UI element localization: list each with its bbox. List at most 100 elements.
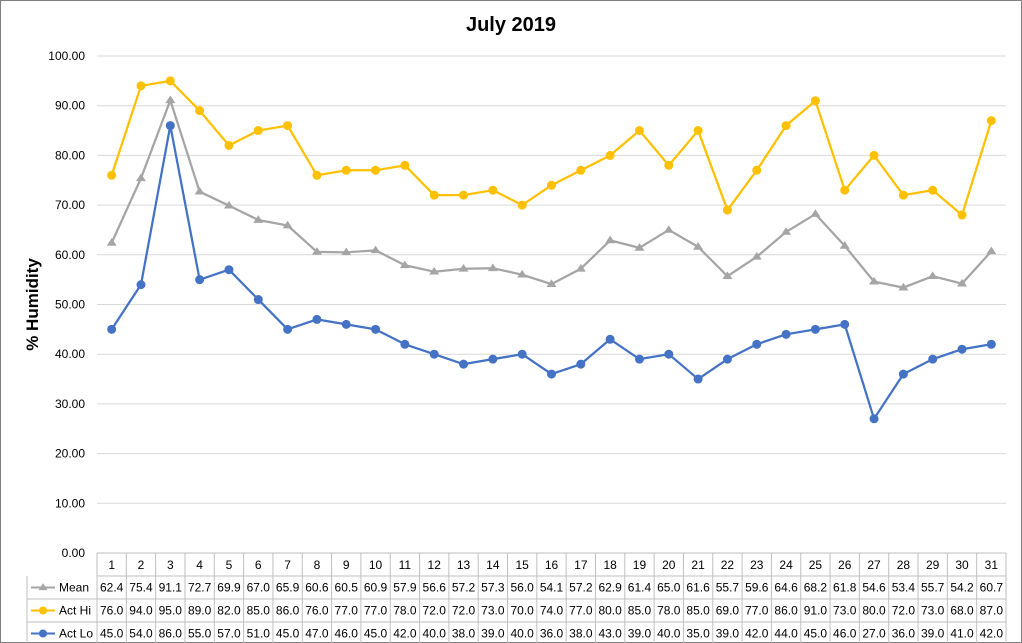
x-tick-label: 23 bbox=[750, 558, 764, 572]
chart-title: July 2019 bbox=[465, 14, 557, 36]
table-value-act-lo: 36.0 bbox=[892, 627, 916, 641]
data-point-act-lo bbox=[253, 295, 263, 305]
table-value-act-hi: 73.0 bbox=[481, 604, 505, 618]
data-point-act-lo bbox=[576, 359, 586, 369]
data-point-act-hi bbox=[341, 165, 351, 175]
data-point-mean bbox=[869, 276, 880, 285]
x-tick-label: 16 bbox=[545, 558, 559, 572]
table-value-act-hi: 70.0 bbox=[510, 604, 534, 618]
data-point-act-lo bbox=[664, 349, 674, 359]
table-value-act-lo: 39.0 bbox=[628, 627, 652, 641]
data-point-act-hi bbox=[312, 170, 322, 180]
table-value-act-lo: 57.0 bbox=[217, 627, 241, 641]
table-value-act-hi: 85.0 bbox=[686, 604, 710, 618]
table-value-act-hi: 85.0 bbox=[628, 604, 652, 618]
data-point-mean bbox=[927, 271, 938, 280]
data-point-act-hi bbox=[517, 200, 527, 210]
table-value-act-lo: 27.0 bbox=[862, 627, 886, 641]
data-point-act-hi bbox=[547, 180, 556, 190]
table-value-act-lo: 38.0 bbox=[452, 627, 476, 641]
x-tick-label: 29 bbox=[926, 558, 940, 572]
x-tick-label: 27 bbox=[867, 558, 881, 572]
x-tick-label: 1 bbox=[108, 558, 115, 572]
y-tick-label: 20.00 bbox=[55, 447, 85, 461]
x-tick-label: 22 bbox=[721, 558, 735, 572]
data-point-act-hi bbox=[400, 160, 410, 170]
table-value-mean: 55.7 bbox=[921, 581, 945, 595]
table-value-mean: 61.8 bbox=[833, 581, 857, 595]
table-value-mean: 62.9 bbox=[598, 581, 622, 595]
data-point-act-hi bbox=[722, 205, 732, 215]
data-point-act-hi bbox=[253, 126, 263, 136]
table-value-act-lo: 42.0 bbox=[393, 627, 417, 641]
table-value-act-lo: 38.0 bbox=[569, 627, 593, 641]
table-value-act-lo: 55.0 bbox=[188, 627, 212, 641]
data-point-act-hi bbox=[810, 96, 820, 106]
data-point-mean bbox=[135, 173, 146, 182]
table-value-mean: 54.1 bbox=[540, 581, 564, 595]
series-line-act-hi bbox=[110, 79, 993, 217]
table-value-mean: 60.5 bbox=[335, 581, 359, 595]
data-point-act-lo bbox=[429, 349, 439, 359]
data-point-act-hi bbox=[986, 116, 996, 126]
x-tick-label: 15 bbox=[515, 558, 529, 572]
data-point-act-hi bbox=[136, 81, 146, 91]
y-axis-label: % Humidity bbox=[23, 258, 42, 351]
table-value-mean: 60.6 bbox=[305, 581, 329, 595]
data-point-act-lo bbox=[224, 265, 234, 275]
data-point-mean bbox=[487, 263, 498, 272]
table-value-act-hi: 91.0 bbox=[804, 604, 828, 618]
table-value-act-hi: 77.0 bbox=[335, 604, 359, 618]
table-value-act-lo: 51.0 bbox=[247, 627, 271, 641]
data-point-mean bbox=[986, 246, 997, 255]
data-point-mean bbox=[370, 245, 381, 254]
data-point-mean bbox=[693, 242, 704, 250]
data-point-mean bbox=[311, 247, 322, 255]
table-value-act-hi: 95.0 bbox=[159, 604, 183, 618]
x-tick-label: 2 bbox=[138, 558, 145, 572]
table-value-act-lo: 40.0 bbox=[657, 627, 681, 641]
x-tick-label: 9 bbox=[343, 558, 350, 572]
table-value-act-hi: 89.0 bbox=[188, 604, 212, 618]
data-point-act-lo bbox=[312, 314, 322, 324]
data-point-act-hi bbox=[664, 160, 674, 170]
legend-key-marker-act-lo bbox=[39, 629, 47, 638]
data-point-act-lo bbox=[165, 121, 175, 131]
table-value-mean: 65.9 bbox=[276, 581, 300, 595]
data-point-mean bbox=[722, 271, 733, 280]
y-tick-label: 0.00 bbox=[62, 546, 86, 560]
table-value-mean: 57.9 bbox=[393, 581, 417, 595]
y-tick-label: 50.00 bbox=[55, 298, 85, 312]
data-point-mean bbox=[429, 266, 440, 275]
data-point-act-lo bbox=[722, 354, 732, 364]
data-point-mean bbox=[957, 278, 968, 287]
y-tick-label: 80.00 bbox=[55, 148, 85, 162]
table-value-act-hi: 78.0 bbox=[393, 604, 417, 618]
data-point-act-lo bbox=[957, 344, 967, 354]
table-value-act-hi: 77.0 bbox=[569, 604, 593, 618]
table-value-act-hi: 94.0 bbox=[129, 604, 153, 618]
table-value-act-hi: 74.0 bbox=[540, 604, 564, 618]
table-value-act-lo: 45.0 bbox=[276, 627, 300, 641]
data-point-act-lo bbox=[898, 369, 908, 379]
table-value-act-lo: 46.0 bbox=[335, 627, 359, 641]
data-point-act-lo bbox=[869, 414, 879, 424]
table-value-mean: 65.0 bbox=[657, 581, 681, 595]
table-value-mean: 60.7 bbox=[980, 581, 1004, 595]
table-value-mean: 61.6 bbox=[686, 581, 710, 595]
data-point-act-lo bbox=[283, 324, 293, 334]
data-point-act-hi bbox=[898, 190, 908, 200]
y-tick-label: 40.00 bbox=[55, 347, 85, 361]
data-point-act-lo bbox=[107, 324, 117, 334]
data-point-act-hi bbox=[869, 150, 879, 160]
table-value-mean: 61.4 bbox=[628, 581, 652, 595]
legend-label-act-lo: Act Lo bbox=[59, 627, 93, 641]
data-point-act-hi bbox=[371, 165, 381, 175]
x-tick-label: 17 bbox=[574, 558, 588, 572]
x-tick-label: 31 bbox=[985, 558, 999, 572]
table-value-act-lo: 46.0 bbox=[833, 627, 857, 641]
data-point-act-lo bbox=[488, 354, 498, 364]
x-tick-label: 4 bbox=[196, 558, 203, 572]
